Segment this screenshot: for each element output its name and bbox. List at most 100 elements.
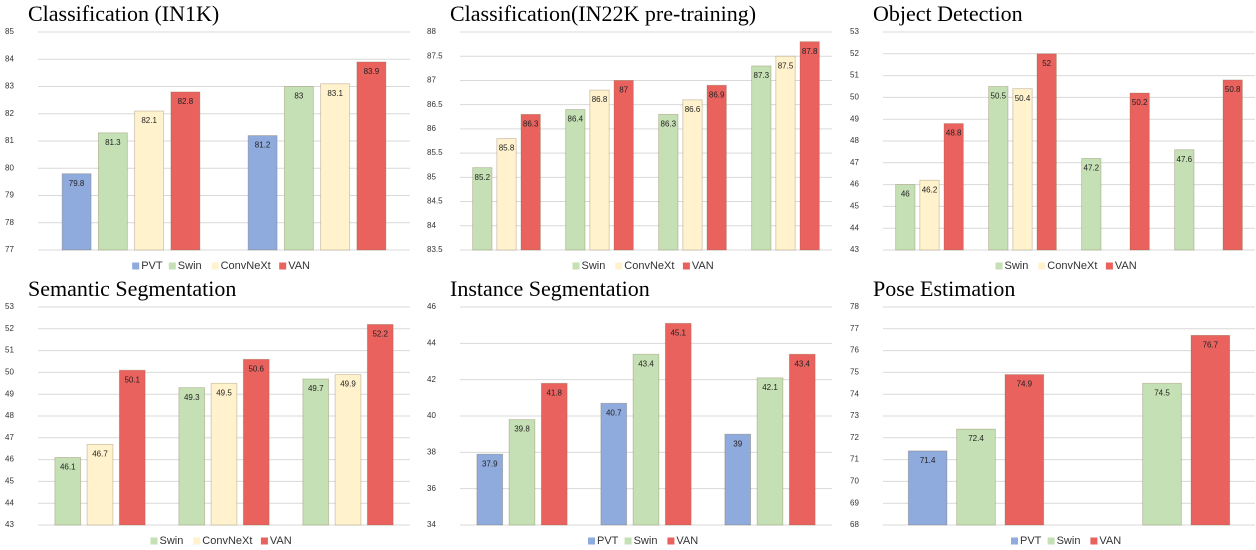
bar [943,123,964,251]
y-tick-label: 49 [850,114,859,123]
y-tick-label: 83.5 [427,245,443,254]
bar [302,378,330,526]
legend-swatch [615,262,623,270]
bar [756,377,784,526]
legend-label: VAN [676,535,698,547]
legend-label: ConvNeXt [624,260,674,272]
bar [565,109,586,251]
value-label: 83.1 [327,89,343,98]
y-tick-label: 87 [427,76,436,85]
value-label: 50.6 [248,364,264,373]
legend-label: Swin [160,535,184,547]
y-tick-label: 50 [5,368,14,377]
value-label: 43.4 [638,359,654,368]
chart-panel: Pose Estimation 68 69 70 71 72 73 74 75 76 77 78 71.… [850,276,1255,547]
y-tick-label: 84.5 [427,197,443,206]
legend-swatch [682,262,690,270]
value-label: 82.8 [178,97,194,106]
value-label: 50.5 [991,92,1007,101]
y-tick-label: 47 [850,158,859,167]
bar [356,61,387,251]
y-tick-label: 36 [427,484,436,493]
value-label: 71.4 [920,456,936,465]
y-tick-label: 44 [427,338,436,347]
bar [988,86,1009,251]
legend-label: ConvNeXt [202,535,252,547]
bar [751,65,772,251]
value-label: 85.8 [499,144,515,153]
y-tick-label: 86.5 [427,100,443,109]
bar [247,135,278,251]
bar [956,428,996,526]
y-tick-label: 83 [5,82,14,91]
value-label: 46.1 [60,463,76,472]
value-label: 41.8 [546,388,562,397]
y-tick-label: 81 [5,136,14,145]
value-label: 74.9 [1017,380,1033,389]
value-label: 40.7 [606,408,622,417]
y-tick-label: 45 [5,477,14,486]
legend-label: VAN [1099,535,1121,547]
bar [54,457,82,526]
y-tick-label: 86 [427,124,436,133]
y-tick-label: 78 [5,218,14,227]
chart-panel: Semantic Segmentation 43 44 45 46 47 48 49 50 51 5… [5,276,410,547]
bar [476,453,504,526]
y-tick-label: 75 [850,368,859,377]
y-tick-label: 48 [850,136,859,145]
value-label: 46.2 [922,185,938,194]
chart-title: Instance Segmentation [450,276,650,301]
y-tick-label: 38 [427,447,436,456]
bar [334,374,362,526]
bar [799,41,820,251]
legend-label: Swin [178,260,202,272]
bar [682,99,703,251]
legend-label: VAN [270,535,292,547]
value-label: 86.4 [568,115,584,124]
chart-title: Pose Estimation [873,276,1015,301]
bar [1129,92,1150,251]
bar [724,433,752,526]
legend-swatch [150,537,158,545]
y-tick-label: 46 [427,302,436,311]
value-label: 52 [1042,59,1051,68]
legend-label: VAN [288,260,310,272]
legend-swatch [260,537,268,545]
bar [1174,149,1195,251]
legend-swatch [1047,537,1055,545]
legend-label: VAN [692,260,714,272]
legend-label: Swin [582,260,606,272]
y-tick-label: 51 [850,71,859,80]
legend-swatch [588,537,595,545]
value-label: 39.8 [514,425,530,434]
legend-swatch [1105,262,1113,270]
y-tick-label: 80 [5,163,14,172]
chart-title: Semantic Segmentation [28,276,236,301]
bar [589,89,610,251]
y-tick-label: 68 [850,520,859,529]
value-label: 83 [294,92,303,101]
value-label: 49.7 [308,384,324,393]
value-label: 87.5 [778,61,794,70]
value-label: 87.8 [802,47,818,56]
y-tick-label: 82 [5,109,14,118]
legend-swatch [1038,262,1046,270]
value-label: 50.4 [1015,94,1031,103]
y-tick-label: 69 [850,498,859,507]
chart-title: Classification (IN1K) [28,1,219,26]
bar [1190,334,1231,526]
bar [907,450,948,526]
bar [895,184,916,251]
legend-label: PVT [141,260,163,272]
legend-label: ConvNeXt [221,260,271,272]
chart-title: Object Detection [873,1,1023,26]
bar [97,132,128,251]
legend-swatch [667,537,675,545]
legend-swatch [279,262,287,270]
y-tick-label: 50 [850,93,859,102]
legend-label: PVT [597,535,619,547]
value-label: 76.7 [1203,340,1219,349]
value-label: 47.2 [1084,164,1100,173]
value-label: 86.8 [592,95,608,104]
y-tick-label: 53 [850,27,859,36]
